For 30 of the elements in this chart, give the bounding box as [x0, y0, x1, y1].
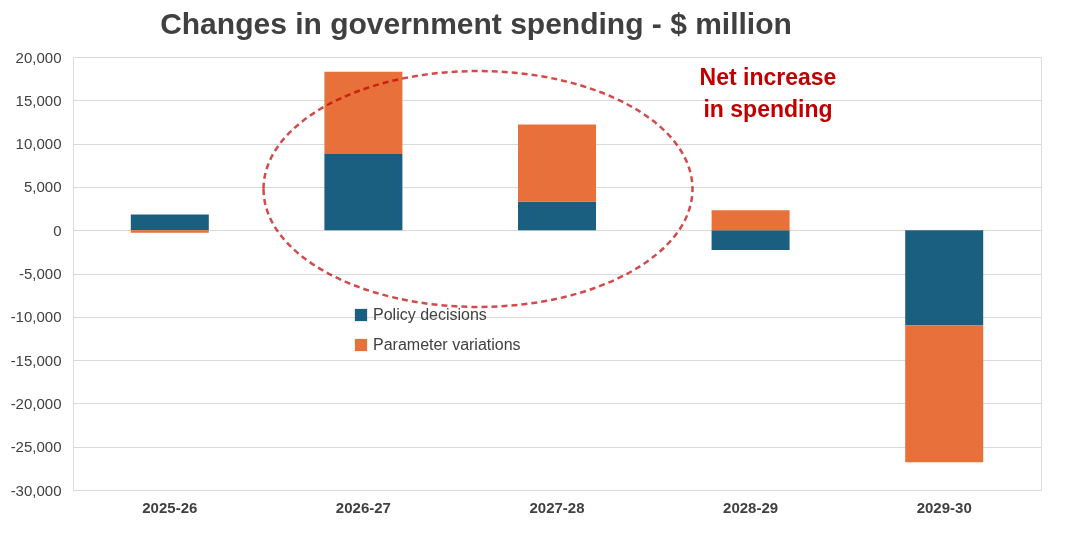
bar: [130, 230, 209, 233]
legend-label: Policy decisions: [373, 306, 487, 323]
x-tick-label: 2026-27: [335, 498, 391, 516]
bar: [130, 214, 209, 231]
y-tick-label: -25,000: [10, 438, 62, 456]
y-tick-label: 15,000: [15, 91, 62, 109]
bar: [518, 201, 596, 231]
legend-label: Parameter variations: [373, 336, 521, 353]
chart-title: Changes in government spending - $ million: [160, 7, 792, 40]
y-tick-label: 0: [53, 221, 62, 239]
y-tick-label: 5,000: [23, 178, 62, 196]
x-tick-label: 2029-30: [916, 498, 972, 516]
bar: [905, 325, 984, 463]
x-tick-label: 2027-28: [529, 498, 585, 516]
bar: [905, 230, 984, 326]
y-tick-label: 10,000: [15, 135, 62, 153]
annotation: Net increase in spending: [699, 64, 837, 122]
bar: [324, 71, 403, 154]
y-tick-label: -5,000: [18, 265, 62, 282]
bar: [518, 124, 596, 202]
bar: [711, 210, 790, 231]
y-tick-label: -20,000: [10, 394, 62, 412]
bar: [324, 153, 403, 231]
x-tick-label: 2025-26: [142, 498, 198, 516]
y-tick-label: -15,000: [10, 351, 62, 369]
bar: [711, 230, 790, 251]
x-tick-label: 2028-29: [723, 498, 779, 516]
y-tick-label: -10,000: [10, 308, 62, 326]
y-tick-label: 20,000: [15, 48, 62, 66]
y-tick-label: -30,000: [10, 481, 62, 499]
